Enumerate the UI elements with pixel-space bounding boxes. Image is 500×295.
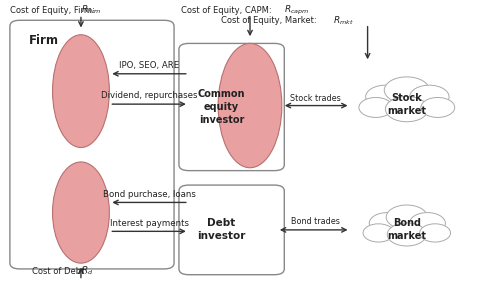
Text: Cost of Equity, Firm:: Cost of Equity, Firm:	[10, 6, 98, 15]
Circle shape	[410, 213, 446, 234]
Text: Cost of Debt:: Cost of Debt:	[32, 267, 90, 276]
Text: Bond
market: Bond market	[388, 218, 426, 242]
Circle shape	[366, 85, 405, 109]
Ellipse shape	[52, 35, 110, 148]
Ellipse shape	[218, 43, 282, 168]
FancyBboxPatch shape	[179, 43, 284, 171]
Circle shape	[386, 96, 428, 122]
Ellipse shape	[52, 162, 110, 263]
Text: Interest payments: Interest payments	[110, 219, 189, 227]
Text: $R_d$: $R_d$	[81, 265, 94, 278]
Circle shape	[420, 224, 450, 242]
FancyBboxPatch shape	[10, 20, 174, 269]
Text: $R_{firm}$: $R_{firm}$	[81, 4, 102, 17]
Circle shape	[359, 97, 392, 117]
Circle shape	[369, 213, 406, 234]
Circle shape	[410, 85, 449, 109]
Text: Cost of Equity, Market:: Cost of Equity, Market:	[220, 16, 319, 25]
Text: Bond purchase, loans: Bond purchase, loans	[103, 190, 196, 199]
Circle shape	[384, 77, 430, 104]
Text: Bond trades: Bond trades	[290, 217, 340, 226]
Text: Stock trades: Stock trades	[290, 94, 341, 103]
Text: Debt
investor: Debt investor	[197, 218, 246, 242]
Text: Stock
market: Stock market	[388, 93, 426, 116]
Text: $R_{capm}$: $R_{capm}$	[284, 4, 310, 17]
FancyBboxPatch shape	[179, 185, 284, 275]
Text: $R_{mkt}$: $R_{mkt}$	[334, 14, 354, 27]
Circle shape	[387, 223, 426, 246]
Text: IPO, SEO, ARE: IPO, SEO, ARE	[120, 61, 180, 70]
Text: Common
equity
investor: Common equity investor	[198, 89, 245, 125]
Text: Firm: Firm	[28, 34, 58, 47]
Text: Dividend, repurchases: Dividend, repurchases	[102, 91, 198, 100]
Circle shape	[421, 97, 454, 117]
Circle shape	[386, 205, 428, 229]
Circle shape	[363, 224, 394, 242]
Text: Cost of Equity, CAPM:: Cost of Equity, CAPM:	[182, 6, 274, 15]
